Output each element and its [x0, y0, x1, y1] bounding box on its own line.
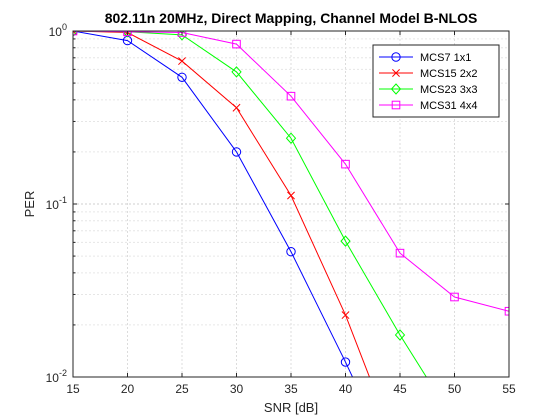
data-point [178, 57, 186, 66]
x-tick-label: 55 [502, 382, 516, 396]
data-point [395, 248, 405, 258]
data-point [391, 100, 401, 110]
x-tick-label: 30 [230, 382, 244, 396]
data-point [232, 103, 241, 112]
data-point [390, 83, 402, 95]
legend-label: MCS7 1x1 [420, 52, 471, 64]
data-point [340, 357, 351, 367]
data-point [286, 247, 296, 257]
data-point [232, 39, 241, 49]
legend-label: MCS23 3x3 [420, 84, 477, 96]
legend-label: MCS31 4x4 [420, 100, 477, 112]
x-tick-label: 45 [393, 382, 407, 396]
legend-item: MCS31 4x4 [379, 100, 477, 112]
y-tick-label: 10-2 [46, 368, 67, 385]
data-point [177, 31, 187, 37]
legend-item: MCS23 3x3 [379, 83, 477, 96]
legend-item: MCS15 2x2 [379, 68, 477, 80]
legend-label: MCS15 2x2 [420, 68, 477, 80]
data-point [285, 132, 297, 144]
x-tick-label: 25 [175, 382, 189, 396]
legend-item: MCS7 1x1 [379, 52, 471, 64]
data-point [231, 147, 242, 157]
x-tick-label: 35 [284, 382, 298, 396]
data-point [231, 66, 242, 78]
data-point [340, 235, 351, 247]
x-tick-label: 40 [339, 382, 353, 396]
data-point [341, 311, 350, 320]
data-point [394, 329, 406, 341]
y-tick-label: 10-1 [46, 195, 67, 212]
legend: MCS7 1x1 MCS15 2x2 MCS23 3x3 MCS31 4x4 [372, 44, 500, 118]
data-point [504, 306, 509, 316]
y-axis-label: PER [22, 191, 37, 218]
data-point [341, 159, 350, 169]
data-point [122, 31, 133, 38]
axis-ticks: 15 20 25 30 35 40 45 50 55 10-2 10-1 100 [46, 22, 516, 396]
x-tick-label: 20 [121, 382, 135, 396]
series-line [73, 31, 354, 377]
data-point [450, 292, 459, 302]
series-line [73, 31, 509, 312]
data-point [286, 91, 296, 101]
y-tick-label: 100 [49, 22, 67, 39]
series-1 [73, 31, 354, 377]
data-point [123, 31, 132, 37]
x-tick-label: 15 [66, 382, 80, 396]
data-point [391, 52, 401, 62]
data-point [177, 72, 187, 82]
data-point [287, 191, 295, 200]
x-axis-label: SNR [dB] [264, 400, 318, 415]
chart-title: 802.11n 20MHz, Direct Mapping, Channel M… [105, 10, 478, 26]
data-point [392, 69, 400, 77]
x-tick-label: 50 [448, 382, 462, 396]
